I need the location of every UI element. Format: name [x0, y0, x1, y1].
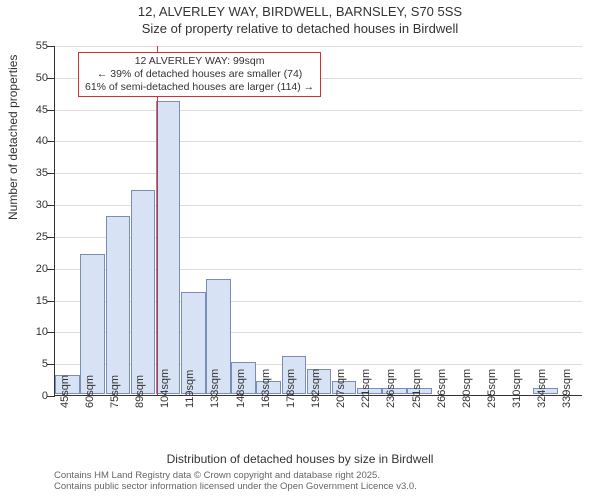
y-tick: [47, 78, 55, 79]
marker-line: [157, 46, 158, 395]
y-tick: [47, 332, 55, 333]
y-tick-label: 30: [24, 199, 48, 211]
y-tick: [47, 364, 55, 365]
annotation-box: 12 ALVERLEY WAY: 99sqm ← 39% of detached…: [78, 52, 321, 97]
y-tick-label: 20: [24, 263, 48, 275]
gridline: [55, 173, 582, 174]
y-tick: [47, 110, 55, 111]
y-tick: [47, 237, 55, 238]
histogram-bar: [80, 254, 105, 394]
y-tick-label: 55: [24, 40, 48, 52]
y-tick-label: 15: [24, 295, 48, 307]
y-axis-label: Number of detached properties: [6, 55, 20, 220]
histogram-bar: [156, 101, 181, 394]
y-tick-label: 10: [24, 326, 48, 338]
gridline: [55, 110, 582, 111]
plot-region: 051015202530354045505545sqm60sqm75sqm89s…: [54, 46, 582, 396]
y-tick: [47, 301, 55, 302]
y-tick: [47, 269, 55, 270]
y-tick-label: 0: [24, 390, 48, 402]
footer-line1: Contains HM Land Registry data © Crown c…: [54, 470, 417, 481]
chart-title-line1: 12, ALVERLEY WAY, BIRDWELL, BARNSLEY, S7…: [0, 0, 600, 21]
y-tick: [47, 396, 55, 397]
y-tick-label: 35: [24, 167, 48, 179]
x-axis-label: Distribution of detached houses by size …: [0, 452, 600, 466]
y-tick-label: 40: [24, 135, 48, 147]
y-tick: [47, 205, 55, 206]
y-tick-label: 25: [24, 231, 48, 243]
annotation-line1: 12 ALVERLEY WAY: 99sqm: [85, 55, 314, 68]
histogram-bar: [106, 216, 131, 394]
gridline: [55, 141, 582, 142]
y-tick: [47, 46, 55, 47]
histogram-bar: [131, 190, 156, 394]
chart-area: 051015202530354045505545sqm60sqm75sqm89s…: [54, 46, 582, 396]
y-tick-label: 45: [24, 104, 48, 116]
annotation-line3: 61% of semi-detached houses are larger (…: [85, 81, 314, 94]
gridline: [55, 46, 582, 47]
y-tick-label: 5: [24, 358, 48, 370]
footer-line2: Contains public sector information licen…: [54, 481, 417, 492]
footer-attribution: Contains HM Land Registry data © Crown c…: [54, 470, 417, 493]
y-tick: [47, 141, 55, 142]
y-tick: [47, 173, 55, 174]
chart-title-line2: Size of property relative to detached ho…: [0, 21, 600, 36]
y-tick-label: 50: [24, 72, 48, 84]
annotation-line2: ← 39% of detached houses are smaller (74…: [85, 68, 314, 81]
